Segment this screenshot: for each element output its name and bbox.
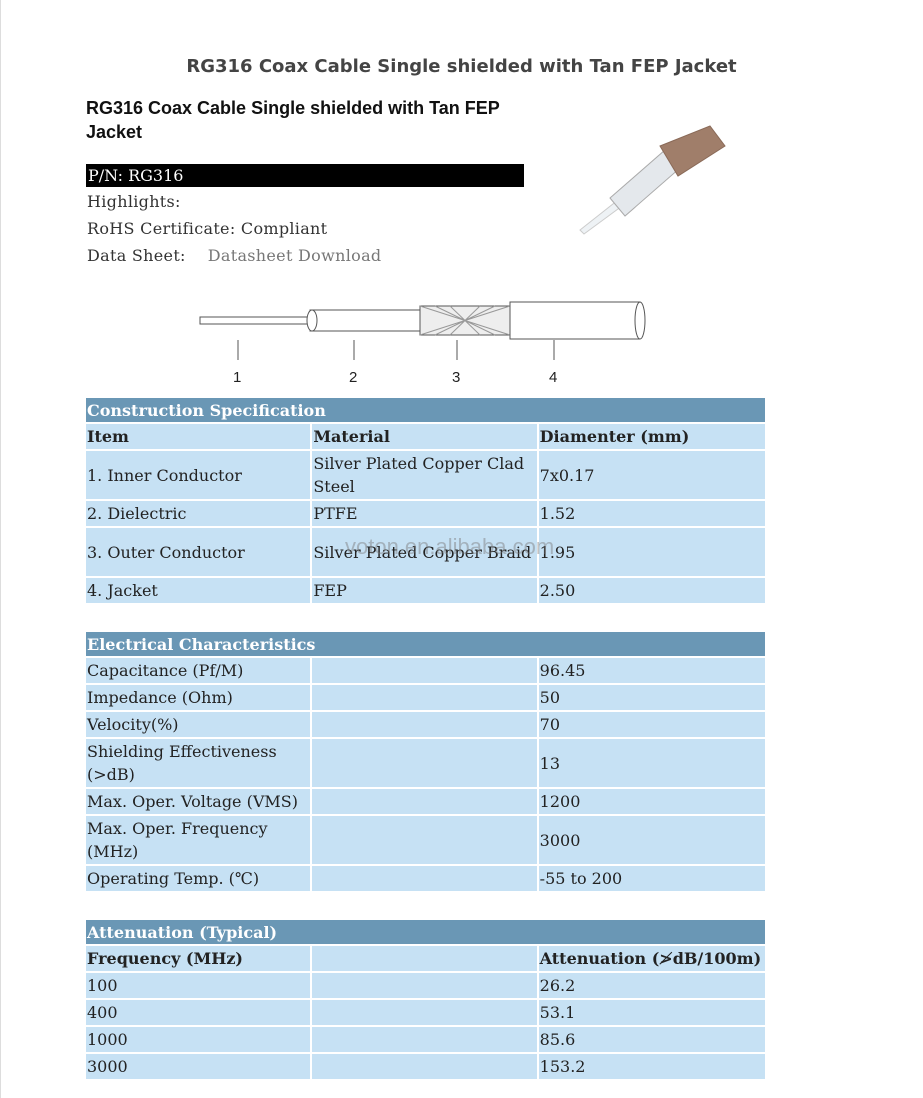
table-row: 400 53.1 [86, 1000, 765, 1025]
cell: 1000 [86, 1027, 313, 1052]
diagram-label-4: 4 [549, 369, 557, 386]
construction-table: Construction Specification Item Material… [86, 396, 765, 605]
page-edge [0, 0, 1, 1098]
header-attenuation: Attenuation (≯dB/100m) [538, 946, 765, 971]
cell: 400 [86, 1000, 313, 1025]
cell: 1.52 [538, 501, 765, 526]
cell: 100 [86, 973, 313, 998]
datasheet-label: Data Sheet: [87, 246, 186, 265]
header-material: Material [312, 424, 539, 449]
cell: PTFE [312, 501, 539, 526]
cell [312, 789, 539, 814]
attenuation-table: Attenuation (Typical) Frequency (MHz) Att… [86, 918, 765, 1081]
table-row: Impedance (Ohm) 50 [86, 685, 765, 710]
table-row: 3000 153.2 [86, 1054, 765, 1079]
cell [312, 973, 539, 998]
part-number-bar: P/N: RG316 [86, 164, 524, 187]
cell: 1200 [538, 789, 765, 814]
cell: 96.45 [538, 658, 765, 683]
cell: 7x0.17 [538, 451, 765, 499]
cell: 1.95 [538, 528, 765, 576]
cell: Silver Plated Copper Clad Steel [312, 451, 539, 499]
datasheet-download-link[interactable]: Datasheet Download [207, 246, 382, 265]
cell: Operating Temp. (℃) [86, 866, 313, 891]
electrical-title: Electrical Characteristics [86, 632, 765, 656]
cell: 50 [538, 685, 765, 710]
cell: 2. Dielectric [86, 501, 313, 526]
cell [312, 658, 539, 683]
table-row: Velocity(%) 70 [86, 712, 765, 737]
table-row: Capacitance (Pf/M) 96.45 [86, 658, 765, 683]
cell [312, 712, 539, 737]
table-row: 1. Inner Conductor Silver Plated Copper C… [86, 451, 765, 499]
diagram-label-1: 1 [233, 369, 241, 386]
cable-photo [579, 125, 726, 235]
cell: 13 [538, 739, 765, 787]
header-blank [312, 946, 539, 971]
datasheet-row: Data Sheet: Datasheet Download [87, 246, 381, 265]
table-row: 1000 85.6 [86, 1027, 765, 1052]
cell: Capacitance (Pf/M) [86, 658, 313, 683]
header-diameter: Diamenter (mm) [538, 424, 765, 449]
cell: 26.2 [538, 973, 765, 998]
rohs-certificate: RoHS Certificate: Compliant [87, 219, 328, 238]
cell [312, 1000, 539, 1025]
cell [312, 1054, 539, 1079]
cell: Silver Plated Copper Braid [312, 528, 539, 576]
diagram-label-3: 3 [452, 369, 460, 386]
header-item: Item [86, 424, 313, 449]
highlights-label: Highlights: [87, 192, 181, 211]
cell: 153.2 [538, 1054, 765, 1079]
table-header-row: Frequency (MHz) Attenuation (≯dB/100m) [86, 946, 765, 971]
table-row: 3. Outer Conductor Silver Plated Copper B… [86, 528, 765, 576]
cell: -55 to 200 [538, 866, 765, 891]
table-row: Operating Temp. (℃) -55 to 200 [86, 866, 765, 891]
cell: 53.1 [538, 1000, 765, 1025]
cable-construction-diagram: 1 2 3 4 [199, 301, 646, 386]
cell [312, 816, 539, 864]
cell: 3000 [538, 816, 765, 864]
table-row: 100 26.2 [86, 973, 765, 998]
cell: FEP [312, 578, 539, 603]
cell: Shielding Effectiveness (>dB) [86, 739, 313, 787]
table-row: Max. Oper. Frequency (MHz) 3000 [86, 816, 765, 864]
diagram-label-2: 2 [349, 369, 357, 386]
cell: 2.50 [538, 578, 765, 603]
cell [312, 866, 539, 891]
watermark: voton.en.alibaba.com [345, 534, 555, 559]
cell: 1. Inner Conductor [86, 451, 313, 499]
table-row: 2. Dielectric PTFE 1.52 [86, 501, 765, 526]
header-frequency: Frequency (MHz) [86, 946, 313, 971]
page-title: RG316 Coax Cable Single shielded with Ta… [186, 56, 737, 77]
cell: 85.6 [538, 1027, 765, 1052]
table-row: Shielding Effectiveness (>dB) 13 [86, 739, 765, 787]
construction-title: Construction Specification [86, 398, 765, 422]
cell: 3000 [86, 1054, 313, 1079]
cell: Velocity(%) [86, 712, 313, 737]
cell: Max. Oper. Voltage (VMS) [86, 789, 313, 814]
attenuation-title: Attenuation (Typical) [86, 920, 765, 944]
cell [312, 685, 539, 710]
table-row: Max. Oper. Voltage (VMS) 1200 [86, 789, 765, 814]
table-header-row: Item Material Diamenter (mm) [86, 424, 765, 449]
cell [312, 1027, 539, 1052]
product-heading: RG316 Coax Cable Single shielded with Ta… [86, 98, 500, 142]
table-row: 4. Jacket FEP 2.50 [86, 578, 765, 603]
cell: Impedance (Ohm) [86, 685, 313, 710]
cell: 4. Jacket [86, 578, 313, 603]
electrical-table: Electrical Characteristics Capacitance (… [86, 630, 765, 893]
cell: 70 [538, 712, 765, 737]
cell [312, 739, 539, 787]
cell: Max. Oper. Frequency (MHz) [86, 816, 313, 864]
cell: 3. Outer Conductor [86, 528, 313, 576]
